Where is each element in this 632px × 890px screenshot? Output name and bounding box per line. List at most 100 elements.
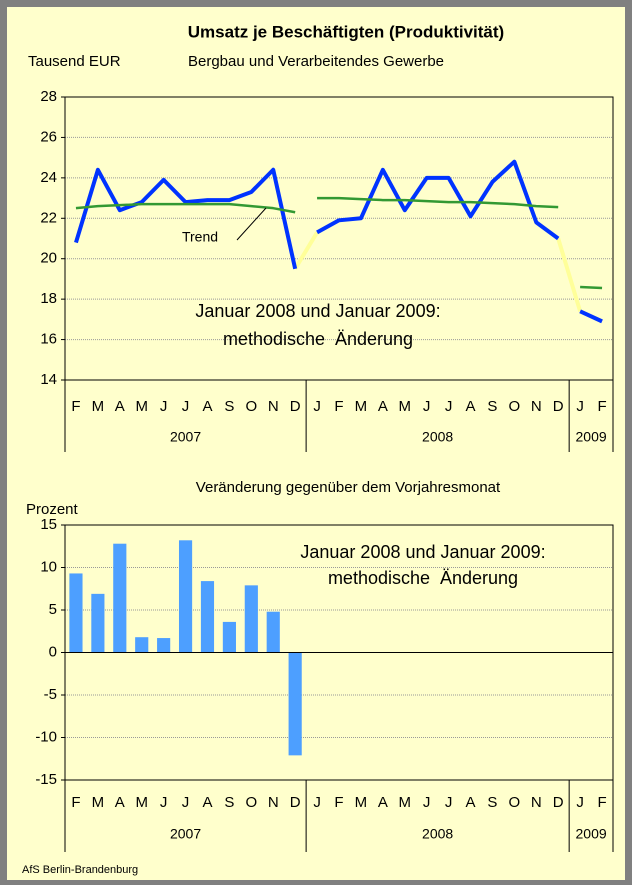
group-label: 2009 <box>576 429 607 445</box>
x-tick-label: A <box>378 794 388 811</box>
line <box>75 202 296 214</box>
annotation: Januar 2008 und Januar 2009: <box>195 301 440 321</box>
y-tick-label: 14 <box>40 371 57 388</box>
x-tick-label: M <box>92 398 105 415</box>
x-tick-label: M <box>355 794 368 811</box>
y-tick-label: 5 <box>49 601 57 618</box>
bar <box>288 652 302 756</box>
y-tick-label: 28 <box>40 88 57 105</box>
y-tick-label: 18 <box>40 290 57 307</box>
x-tick-label: J <box>313 794 321 811</box>
x-tick-label: M <box>92 794 105 811</box>
x-tick-label: F <box>597 794 606 811</box>
group-label: 2007 <box>170 826 201 842</box>
x-tick-label: N <box>268 794 279 811</box>
bar <box>91 593 105 653</box>
x-tick-label: S <box>224 794 234 811</box>
group-label: 2008 <box>422 429 453 445</box>
annotation: Januar 2008 und Januar 2009: <box>300 542 545 562</box>
x-tick-label: A <box>115 794 125 811</box>
x-tick-label: M <box>355 398 368 415</box>
x-tick-label: A <box>202 794 212 811</box>
y-tick-label: 22 <box>40 209 57 226</box>
x-tick-label: M <box>399 794 412 811</box>
plot-border <box>64 96 614 381</box>
x-tick-label: M <box>135 794 148 811</box>
connector <box>293 231 319 270</box>
x-tick-label: N <box>531 398 542 415</box>
x-tick-label: J <box>182 794 190 811</box>
subtitle: Bergbau und Verarbeitendes Gewerbe <box>188 53 444 70</box>
y-tick-label: 20 <box>40 250 57 267</box>
series-label: Trend <box>182 229 218 245</box>
bar <box>266 611 280 653</box>
x-tick-label: J <box>313 398 321 415</box>
y-axis-label: Tausend EUR <box>28 53 121 70</box>
x-tick-label: O <box>509 794 521 811</box>
line <box>579 309 603 324</box>
x-tick-label: S <box>487 794 497 811</box>
bar <box>113 543 127 653</box>
x-tick-label: J <box>576 398 584 415</box>
bar <box>135 637 149 653</box>
x-tick-label: S <box>224 398 234 415</box>
x-tick-label: D <box>553 398 564 415</box>
y-tick-label: 15 <box>40 516 57 533</box>
x-tick-label: O <box>245 398 257 415</box>
x-tick-label: O <box>509 398 521 415</box>
x-tick-label: J <box>182 398 190 415</box>
bar <box>178 540 193 653</box>
y-tick-label: 26 <box>40 128 57 145</box>
x-tick-label: M <box>135 398 148 415</box>
y-tick-label: 24 <box>40 169 57 186</box>
x-tick-label: F <box>334 794 343 811</box>
x-tick-label: A <box>115 398 125 415</box>
y-axis-label: Prozent <box>26 501 79 518</box>
x-tick-label: J <box>423 398 431 415</box>
x-tick-label: N <box>531 794 542 811</box>
x-tick-label: F <box>71 398 80 415</box>
group-label: 2009 <box>576 826 607 842</box>
x-tick-label: A <box>378 398 388 415</box>
x-tick-label: F <box>71 794 80 811</box>
x-tick-label: J <box>160 398 168 415</box>
y-tick-label: 16 <box>40 331 57 348</box>
y-tick-label: -10 <box>35 728 57 745</box>
x-tick-label: D <box>290 398 301 415</box>
x-tick-label: D <box>290 794 301 811</box>
bar <box>222 621 236 653</box>
x-tick-label: A <box>466 398 476 415</box>
x-tick-label: J <box>576 794 584 811</box>
chart-title: Veränderung gegenüber dem Vorjahresmonat <box>196 479 501 496</box>
annotation: methodische Änderung <box>328 568 518 588</box>
y-tick-label: -15 <box>35 771 57 788</box>
x-tick-label: S <box>487 398 497 415</box>
line <box>317 196 559 209</box>
x-tick-label: A <box>202 398 212 415</box>
x-tick-label: A <box>466 794 476 811</box>
line <box>316 159 560 241</box>
y-tick-label: -5 <box>44 686 57 703</box>
y-tick-label: 0 <box>49 643 57 660</box>
x-tick-label: N <box>268 398 279 415</box>
bar <box>244 585 258 653</box>
annotation: methodische Änderung <box>223 329 413 349</box>
x-tick-label: J <box>445 398 453 415</box>
x-tick-label: D <box>553 794 564 811</box>
panel <box>7 7 625 880</box>
label-pointer <box>236 207 267 241</box>
line <box>74 167 298 270</box>
x-tick-label: M <box>399 398 412 415</box>
x-tick-label: O <box>245 794 257 811</box>
bar <box>69 573 83 653</box>
y-tick-label: 10 <box>40 558 57 575</box>
source: AfS Berlin-Brandenburg <box>22 864 138 876</box>
x-tick-label: J <box>445 794 453 811</box>
x-tick-label: F <box>597 398 606 415</box>
chart-title: Umsatz je Beschäftigten (Produktivität) <box>188 22 504 41</box>
group-label: 2008 <box>422 826 453 842</box>
connector <box>556 237 583 312</box>
x-tick-label: F <box>334 398 343 415</box>
x-tick-label: J <box>160 794 168 811</box>
